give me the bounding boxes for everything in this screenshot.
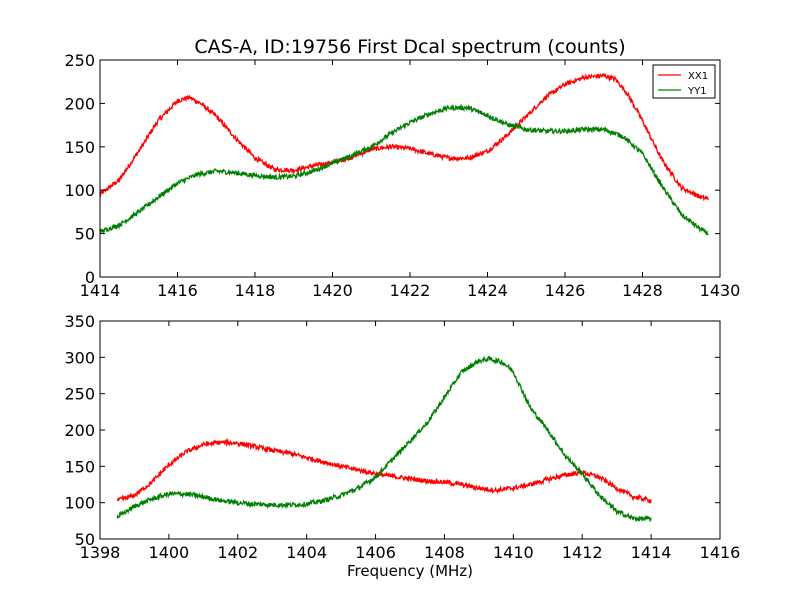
- x-tick-label: 1404: [286, 543, 327, 562]
- x-tick-label: 1408: [424, 543, 465, 562]
- x-tick-label: 1416: [700, 543, 741, 562]
- x-tick-label: 1422: [390, 281, 431, 300]
- x-tick-label: 1428: [622, 281, 663, 300]
- bottom-plot: 1398 1400 1402 1404 1406 1408 1410 1412 1414 1416…: [64, 312, 740, 562]
- series-line-yy1-plot2: [116, 355, 652, 523]
- legend-label-yy1: YY1: [687, 86, 707, 97]
- x-tick-label: 1414: [80, 281, 121, 300]
- legend-box: [652, 64, 716, 99]
- x-tick-label: 1424: [467, 281, 508, 300]
- x-tick-label: 1402: [217, 543, 258, 562]
- y-tick-label: 250: [64, 51, 95, 70]
- x-tick-label: 1400: [149, 543, 190, 562]
- y-tick-label: 50: [75, 530, 95, 549]
- y-tick-label: 100: [64, 181, 95, 200]
- x-tick-label: 1420: [312, 281, 353, 300]
- x-tick-label: 1406: [355, 543, 396, 562]
- y-tick-label: 200: [64, 421, 95, 440]
- y-tick-label: 200: [64, 94, 95, 113]
- chart-title: CAS-A, ID:19756 First Dcal spectrum (cou…: [194, 36, 625, 58]
- x-tick-label: 1412: [562, 543, 603, 562]
- x-tick-label: 1426: [545, 281, 586, 300]
- x-tick-label: 1430: [700, 281, 741, 300]
- y-tick-label: 350: [64, 312, 95, 331]
- legend-label-xx1: XX1: [688, 71, 708, 82]
- x-tick-label: 1414: [631, 543, 672, 562]
- x-tick-label: 1418: [235, 281, 276, 300]
- y-tick-label: 100: [64, 494, 95, 513]
- x-tick-label: 1416: [157, 281, 198, 300]
- series-line-yy1-plot1: [99, 103, 709, 236]
- x-axis-label: Frequency (MHz): [347, 562, 473, 580]
- plot-frame: [99, 59, 721, 278]
- y-tick-label: 250: [64, 385, 95, 404]
- top-plot: 1414 1416 1418 1420 1422 1424 1426 1428 1430 0 50 1…: [64, 51, 740, 300]
- y-tick-label: 150: [64, 138, 95, 157]
- x-tick-label: 1398: [80, 543, 121, 562]
- y-tick-label: 0: [85, 268, 95, 287]
- y-tick-label: 300: [64, 348, 95, 367]
- series-line-xx1-plot2: [116, 438, 652, 504]
- plot-frame: [99, 320, 721, 540]
- y-tick-label: 50: [75, 225, 95, 244]
- y-tick-label: 150: [64, 457, 95, 476]
- series-line-xx1-plot1: [99, 72, 709, 202]
- x-tick-label: 1410: [493, 543, 534, 562]
